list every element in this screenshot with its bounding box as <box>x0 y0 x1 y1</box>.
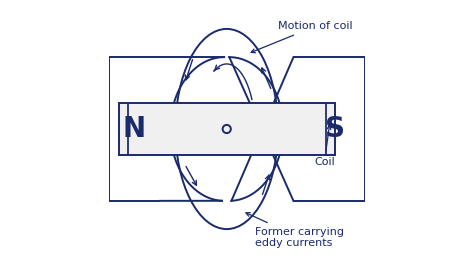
Text: N: N <box>123 115 146 143</box>
Text: Coil: Coil <box>314 125 335 167</box>
Text: S: S <box>325 115 345 143</box>
Bar <box>119 103 335 155</box>
Text: Motion of coil: Motion of coil <box>251 21 353 53</box>
Text: Former carrying
eddy currents: Former carrying eddy currents <box>246 213 344 248</box>
